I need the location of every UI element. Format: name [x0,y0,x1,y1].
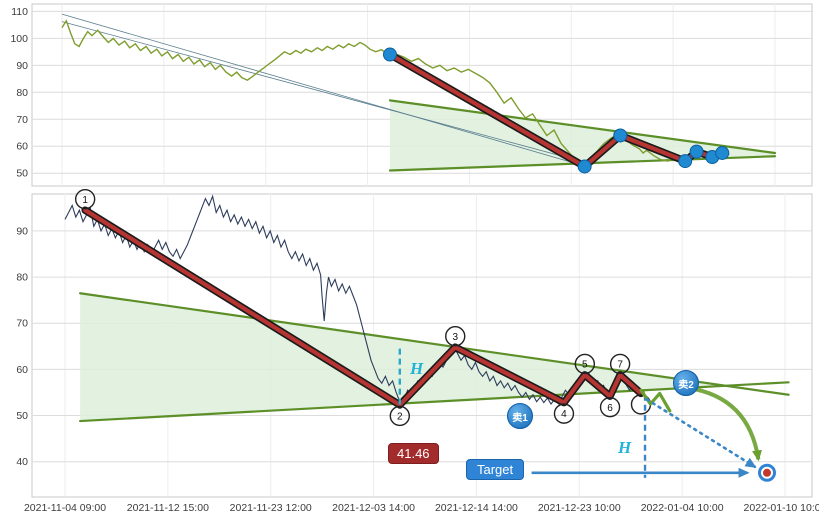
y-tick-label: 50 [16,168,28,180]
forecast-curve-arrow [687,385,762,462]
x-tick-label: 2021-12-23 10:00 [538,502,621,514]
sell2-badge: 卖2 [673,370,699,396]
height-measure-label-2: H [618,438,632,457]
y-tick-label: 90 [16,225,28,237]
wave-point-circle[interactable] [609,353,631,375]
wedge-boundary-line [79,381,790,423]
y-tick-label: 70 [16,318,28,330]
y-tick-label: 70 [16,114,28,126]
wave-point-label: 1 [82,195,88,206]
x-tick-label: 2021-11-23 12:00 [230,502,312,514]
y-tick-label: 80 [16,87,28,99]
x-tick-label: 2021-11-04 09:00 [24,502,106,514]
channel-line [61,21,588,164]
trend-marker[interactable] [678,154,693,169]
wedge-fill [389,100,775,171]
forecast-dotted-arrow [645,398,757,469]
wave-point-circle[interactable] [574,353,596,375]
wave-point-label: 7 [617,360,623,371]
panel-detail: 40 50 60 70 80 90 1 2 3 4 5 6 7 2021-11-04 09:00 2021-… [16,188,819,514]
wave-point-label: 6 [607,403,613,414]
wave-point-circle[interactable] [553,403,575,424]
wave-point-label: 5 [582,360,588,371]
y-tick-label: 60 [16,141,28,153]
wave-point-circle[interactable] [599,396,621,418]
wedge-boundary-line [79,292,790,396]
trend-marker[interactable] [689,144,704,159]
trend-marker[interactable] [613,128,628,143]
wave-point-circle[interactable] [445,326,466,347]
panel-overview: 50 60 70 80 90 100 110 [10,3,813,187]
y-tick-label: 60 [16,364,28,376]
target-price-label: 41.46 [388,443,439,464]
trend-marker[interactable] [577,159,592,174]
y-tick-label: 100 [10,33,28,45]
trend-marker[interactable] [382,47,397,62]
y-tick-label: 40 [16,456,28,468]
wave-point-label: 2 [397,412,403,423]
wedge-fill [80,293,726,422]
target-point[interactable] [763,468,771,477]
wave-point-circle[interactable] [389,405,410,427]
x-tick-label: 2021-12-14 14:00 [435,502,518,514]
trend-marker[interactable] [715,145,730,160]
x-tick-label: 2021-12-03 14:00 [332,502,415,514]
x-tick-label: 2022-01-04 10:00 [641,502,724,514]
x-tick-label: 2021-11-12 15:00 [127,502,209,514]
wave-point-label: 4 [561,409,567,420]
wave-point-label: 3 [452,332,458,343]
price-series-overview [61,19,730,167]
channel-line [61,13,587,167]
y-tick-label: 50 [16,410,28,422]
x-tick-label: 2022-01-10 10:00 [744,502,819,514]
sell1-badge: 卖1 [507,403,533,429]
target-label: Target [466,459,525,480]
y-tick-label: 90 [16,60,28,72]
y-tick-label: 110 [11,6,28,18]
forecast-zigzag [639,388,672,413]
trend-line [83,208,644,407]
wedge-boundary-line [388,99,777,155]
height-measure-label-1: H [410,359,424,378]
y-tick-label: 80 [16,272,28,284]
wave-point-circle[interactable] [74,188,96,210]
